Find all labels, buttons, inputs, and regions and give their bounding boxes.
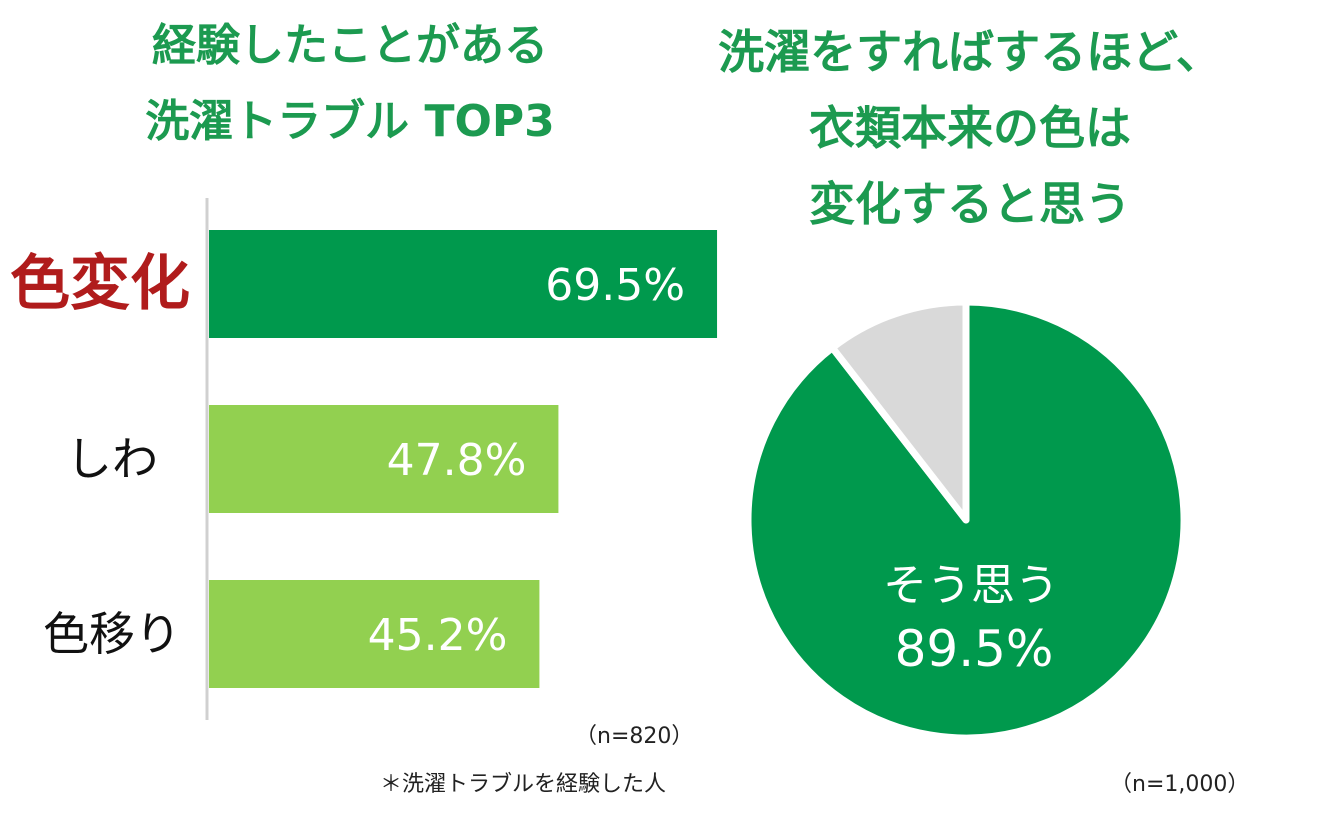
bar-value-label-1: 47.8% [387,435,527,486]
bar-category-label-0: 色変化 [10,249,190,319]
pie-chart: そう思う 89.5% [744,298,1188,742]
pie-chart-title-line-1: 洗濯をすればするほど、 [718,25,1222,79]
bar-category-label-2: 色移り [43,607,181,661]
bar-2 [209,580,540,688]
bar-chart-title-line-2: 洗濯トラブル TOP3 [145,96,555,147]
pie-chart-title-line-3: 変化すると思う [809,177,1131,231]
pie-chart-title-line-2: 衣類本来の色は [809,101,1131,155]
bar-chart: 69.5% 色変化 47.8% しわ 45.2% 色移り [10,198,718,720]
bar-0 [209,230,718,338]
bar-category-label-1: しわ [66,432,158,486]
bar-chart-title: 経験したことがある 洗濯トラブル TOP3 [40,8,660,160]
pie-chart-sample-size: （n=1,000） [1110,772,1250,797]
bar-chart-footnote: ＊洗濯トラブルを経験した人 [380,772,667,797]
bar-chart-sample-size: （n=820） [575,724,694,749]
pie-slice-value-0: 89.5% [895,620,1054,678]
pie-slice-label-0: そう思う [883,560,1059,611]
bar-1 [209,405,559,513]
pie-slice-1 [828,298,970,524]
bar-value-label-0: 69.5% [545,260,685,311]
bar-value-label-2: 45.2% [368,610,508,661]
pie-chart-title: 洗濯をすればするほど、 衣類本来の色は 変化すると思う [640,14,1300,242]
bar-chart-title-line-1: 経験したことがある [152,20,548,71]
